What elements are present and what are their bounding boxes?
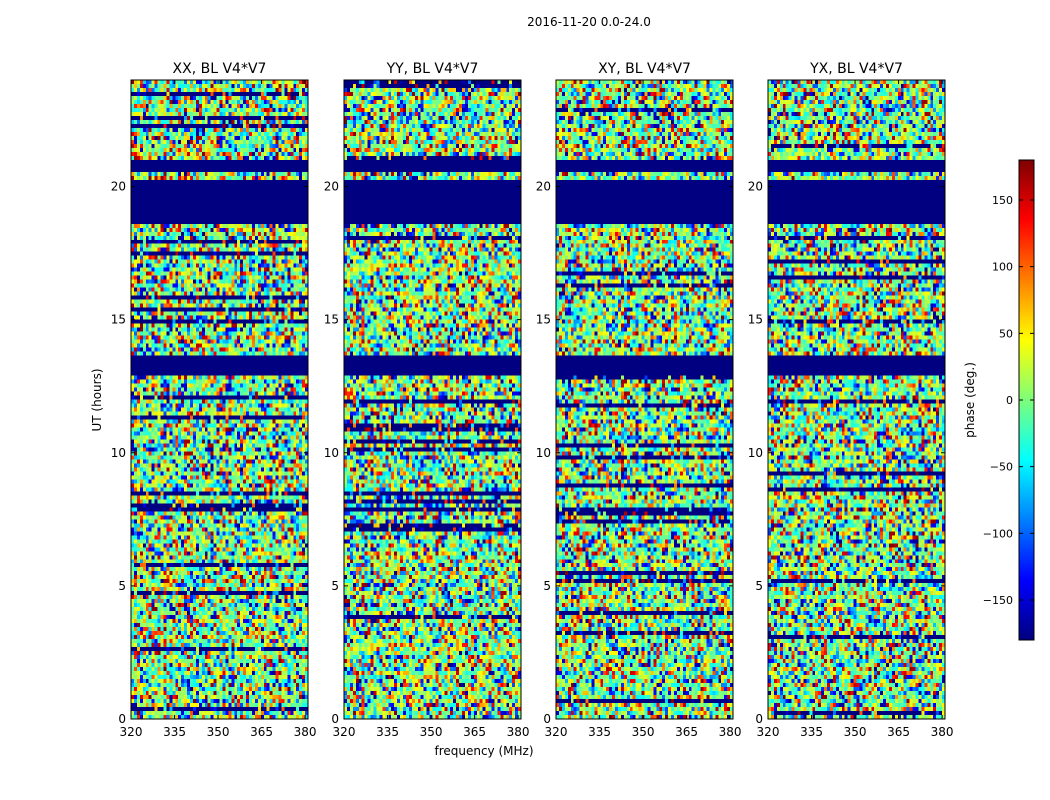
y-tick-label: 15 bbox=[748, 313, 763, 327]
y-tick-label: 0 bbox=[543, 712, 551, 726]
colorbar-tick-label: 50 bbox=[999, 327, 1013, 340]
panel-frame bbox=[130, 79, 309, 720]
y-tick-label: 20 bbox=[748, 180, 763, 194]
panel-3: XY, BL V4*V7 320 335 350 365 380 0 5 10 15 20 bbox=[536, 61, 742, 739]
colorbar-tick-label: −150 bbox=[983, 594, 1013, 607]
panel-frame bbox=[555, 79, 734, 720]
x-tick-label: 320 bbox=[757, 725, 780, 739]
y-tick-label: 20 bbox=[111, 180, 126, 194]
panel-4: YX, BL V4*V7 320 335 350 365 380 0 5 10 15 20 bbox=[748, 61, 954, 739]
y-tick-label: 10 bbox=[536, 446, 551, 460]
y-tick-label: 20 bbox=[536, 180, 551, 194]
x-tick-label: 350 bbox=[632, 725, 655, 739]
x-tick-label: 365 bbox=[675, 725, 698, 739]
x-tick-label: 320 bbox=[333, 725, 356, 739]
panel-heatmap bbox=[556, 80, 733, 719]
figure-suptitle: 2016-11-20 0.0-24.0 bbox=[527, 15, 651, 29]
y-tick-label: 0 bbox=[331, 712, 339, 726]
colorbar-tick-label: 100 bbox=[992, 261, 1013, 274]
x-tick-label: 350 bbox=[844, 725, 867, 739]
panel-title: XX, BL V4*V7 bbox=[173, 61, 267, 77]
colorbar-tick-label: −100 bbox=[983, 527, 1013, 540]
x-tick-label: 320 bbox=[120, 725, 143, 739]
colorbar-tick-label: 0 bbox=[1006, 394, 1013, 407]
y-tick-label: 15 bbox=[536, 313, 551, 327]
x-axis-label: frequency (MHz) bbox=[434, 744, 533, 758]
x-tick-label: 335 bbox=[376, 725, 399, 739]
x-tick-label: 365 bbox=[887, 725, 910, 739]
x-tick-label: 380 bbox=[507, 725, 530, 739]
y-tick-label: 5 bbox=[543, 579, 551, 593]
y-tick-label: 5 bbox=[755, 579, 763, 593]
colorbar-tick-label: −50 bbox=[990, 461, 1013, 474]
x-tick-label: 380 bbox=[931, 725, 954, 739]
x-tick-label: 380 bbox=[294, 725, 317, 739]
x-tick-label: 335 bbox=[588, 725, 611, 739]
y-tick-label: 15 bbox=[324, 313, 339, 327]
y-tick-label: 20 bbox=[324, 180, 339, 194]
x-tick-label: 335 bbox=[800, 725, 823, 739]
x-tick-label: 365 bbox=[250, 725, 273, 739]
y-axis-label: UT (hours) bbox=[90, 368, 104, 431]
panel-1: XX, BL V4*V7 320 335 350 365 380 0 5 10 15 20 bbox=[111, 61, 317, 739]
panel-frame bbox=[767, 79, 946, 720]
colorbar-label: phase (deg.) bbox=[963, 362, 977, 438]
x-tick-label: 365 bbox=[463, 725, 486, 739]
panel-heatmap bbox=[131, 80, 308, 719]
y-tick-label: 0 bbox=[755, 712, 763, 726]
y-tick-label: 10 bbox=[111, 446, 126, 460]
panel-heatmap bbox=[768, 80, 945, 719]
x-tick-label: 350 bbox=[207, 725, 230, 739]
panel-2: YY, BL V4*V7 320 335 350 365 380 0 5 10 15 20 bbox=[324, 61, 530, 739]
x-tick-label: 350 bbox=[420, 725, 443, 739]
panel-heatmap bbox=[344, 80, 521, 719]
panel-title: YX, BL V4*V7 bbox=[809, 61, 903, 77]
y-tick-label: 5 bbox=[331, 579, 339, 593]
panel-title: YY, BL V4*V7 bbox=[386, 61, 479, 77]
y-tick-label: 15 bbox=[111, 313, 126, 327]
y-tick-label: 0 bbox=[118, 712, 126, 726]
colorbar: 150 100 50 0 −50 −100 −150 bbox=[983, 159, 1035, 641]
y-tick-label: 10 bbox=[324, 446, 339, 460]
y-tick-label: 5 bbox=[118, 579, 126, 593]
x-tick-label: 335 bbox=[163, 725, 186, 739]
x-tick-label: 320 bbox=[545, 725, 568, 739]
y-tick-label: 10 bbox=[748, 446, 763, 460]
panel-frame bbox=[343, 79, 522, 720]
x-tick-label: 380 bbox=[719, 725, 742, 739]
panel-title: XY, BL V4*V7 bbox=[598, 61, 691, 77]
colorbar-tick-label: 150 bbox=[992, 194, 1013, 207]
